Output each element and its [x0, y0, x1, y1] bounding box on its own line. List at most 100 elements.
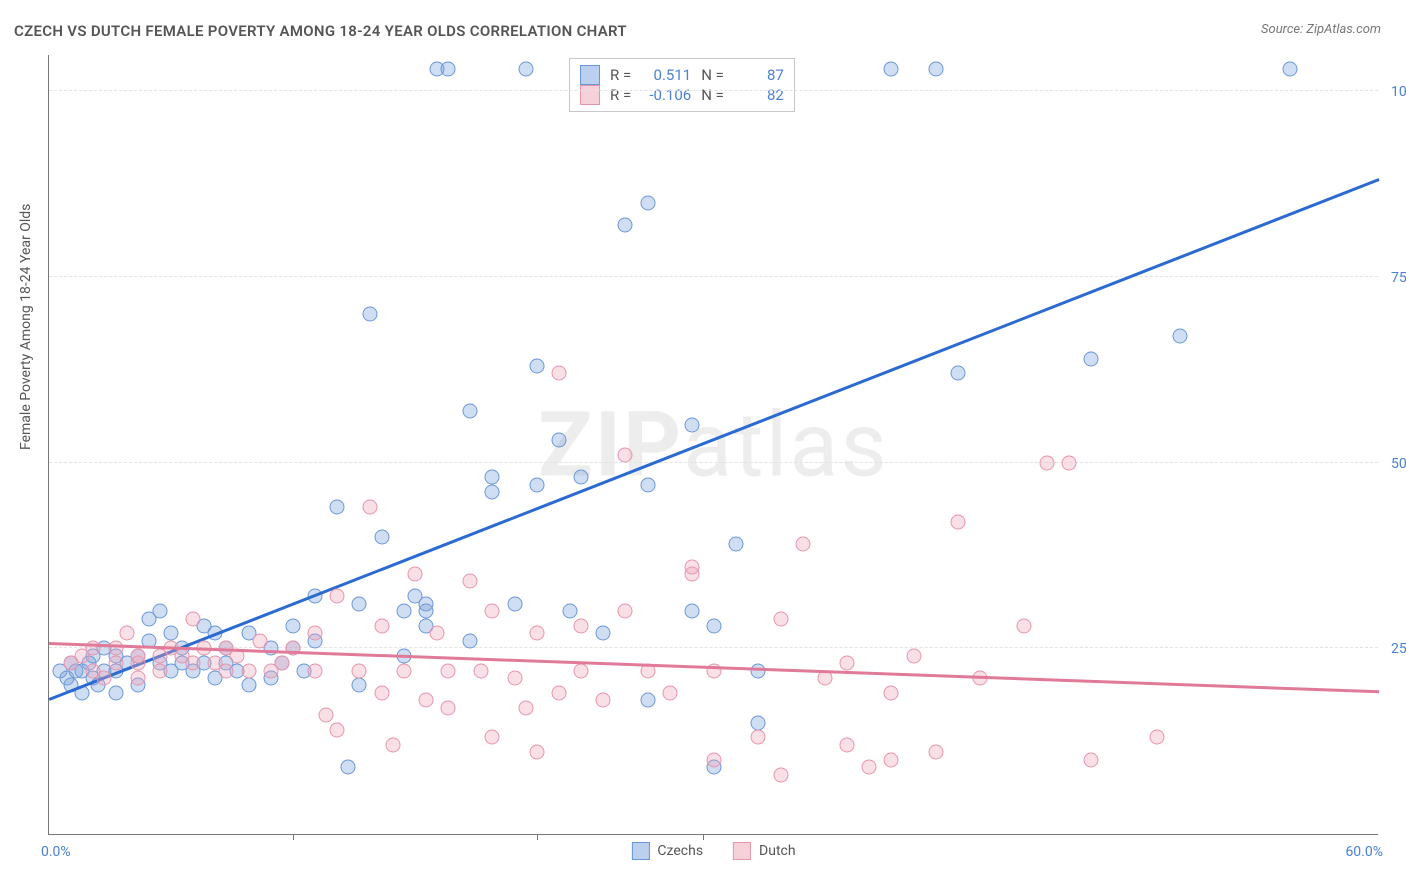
gridline [49, 462, 1378, 463]
data-point [463, 574, 478, 589]
data-point [862, 760, 877, 775]
data-point [773, 611, 788, 626]
data-point [618, 217, 633, 232]
data-point [840, 737, 855, 752]
data-point [551, 685, 566, 700]
data-point [707, 752, 722, 767]
data-point [418, 693, 433, 708]
data-point [363, 307, 378, 322]
gridline [49, 647, 1378, 648]
x-tick-mark [703, 834, 704, 840]
y-axis-label: Female Poverty Among 18-24 Year Olds [18, 204, 34, 450]
data-point [840, 656, 855, 671]
data-point [352, 596, 367, 611]
data-point [308, 626, 323, 641]
data-point [950, 515, 965, 530]
data-point [152, 663, 167, 678]
data-point [108, 641, 123, 656]
y-tick-label: 75.0% [1383, 270, 1406, 286]
data-point [396, 663, 411, 678]
data-point [130, 671, 145, 686]
data-point [374, 619, 389, 634]
data-point [119, 626, 134, 641]
scatter-chart: ZIPatlas 0.0% 60.0% R =0.511 N =87 R =-0… [48, 55, 1378, 835]
data-point [1083, 752, 1098, 767]
data-point [374, 685, 389, 700]
data-point [529, 477, 544, 492]
data-point [574, 663, 589, 678]
data-point [795, 537, 810, 552]
data-point [363, 500, 378, 515]
x-axis-max: 60.0% [1345, 844, 1383, 860]
data-point [429, 626, 444, 641]
data-point [574, 619, 589, 634]
data-point [518, 700, 533, 715]
data-point [485, 730, 500, 745]
data-point [751, 663, 766, 678]
y-tick-label: 25.0% [1383, 641, 1406, 657]
correlation-legend: R =0.511 N =87 R =-0.106 N =82 [569, 58, 795, 112]
data-point [1083, 351, 1098, 366]
data-point [186, 611, 201, 626]
data-point [684, 604, 699, 619]
data-point [352, 663, 367, 678]
swatch-pink-icon [580, 85, 600, 105]
data-point [130, 648, 145, 663]
gridline [49, 90, 1378, 91]
watermark: ZIPatlas [538, 392, 889, 497]
legend-item-dutch: Dutch [733, 842, 796, 860]
data-point [330, 500, 345, 515]
data-point [285, 619, 300, 634]
data-point [596, 693, 611, 708]
data-point [551, 366, 566, 381]
data-point [507, 671, 522, 686]
data-point [241, 678, 256, 693]
data-point [596, 626, 611, 641]
gridline [49, 276, 1378, 277]
data-point [241, 663, 256, 678]
y-tick-label: 100.0% [1383, 84, 1406, 100]
data-point [751, 715, 766, 730]
data-point [906, 648, 921, 663]
data-point [551, 433, 566, 448]
data-point [441, 663, 456, 678]
swatch-blue-icon [631, 842, 649, 860]
data-point [163, 626, 178, 641]
data-point [1172, 329, 1187, 344]
data-point [474, 663, 489, 678]
data-point [441, 700, 456, 715]
data-point [1039, 455, 1054, 470]
data-point [1283, 61, 1298, 76]
data-point [485, 470, 500, 485]
data-point [1017, 619, 1032, 634]
data-point [529, 359, 544, 374]
data-point [308, 663, 323, 678]
data-point [485, 485, 500, 500]
data-point [1061, 455, 1076, 470]
data-point [950, 366, 965, 381]
data-point [562, 604, 577, 619]
data-point [574, 470, 589, 485]
data-point [108, 656, 123, 671]
data-point [463, 633, 478, 648]
data-point [640, 195, 655, 210]
swatch-blue-icon [580, 65, 600, 85]
data-point [684, 418, 699, 433]
x-axis-origin: 0.0% [41, 844, 71, 860]
legend-row-czechs: R =0.511 N =87 [580, 65, 784, 85]
data-point [219, 663, 234, 678]
data-point [640, 477, 655, 492]
data-point [707, 619, 722, 634]
data-point [684, 559, 699, 574]
swatch-pink-icon [733, 842, 751, 860]
data-point [529, 745, 544, 760]
data-point [352, 678, 367, 693]
x-tick-mark [293, 834, 294, 840]
legend-row-dutch: R =-0.106 N =82 [580, 85, 784, 105]
data-point [385, 737, 400, 752]
data-point [751, 730, 766, 745]
data-point [319, 708, 334, 723]
x-tick-mark [537, 834, 538, 840]
data-point [396, 604, 411, 619]
data-point [507, 596, 522, 611]
